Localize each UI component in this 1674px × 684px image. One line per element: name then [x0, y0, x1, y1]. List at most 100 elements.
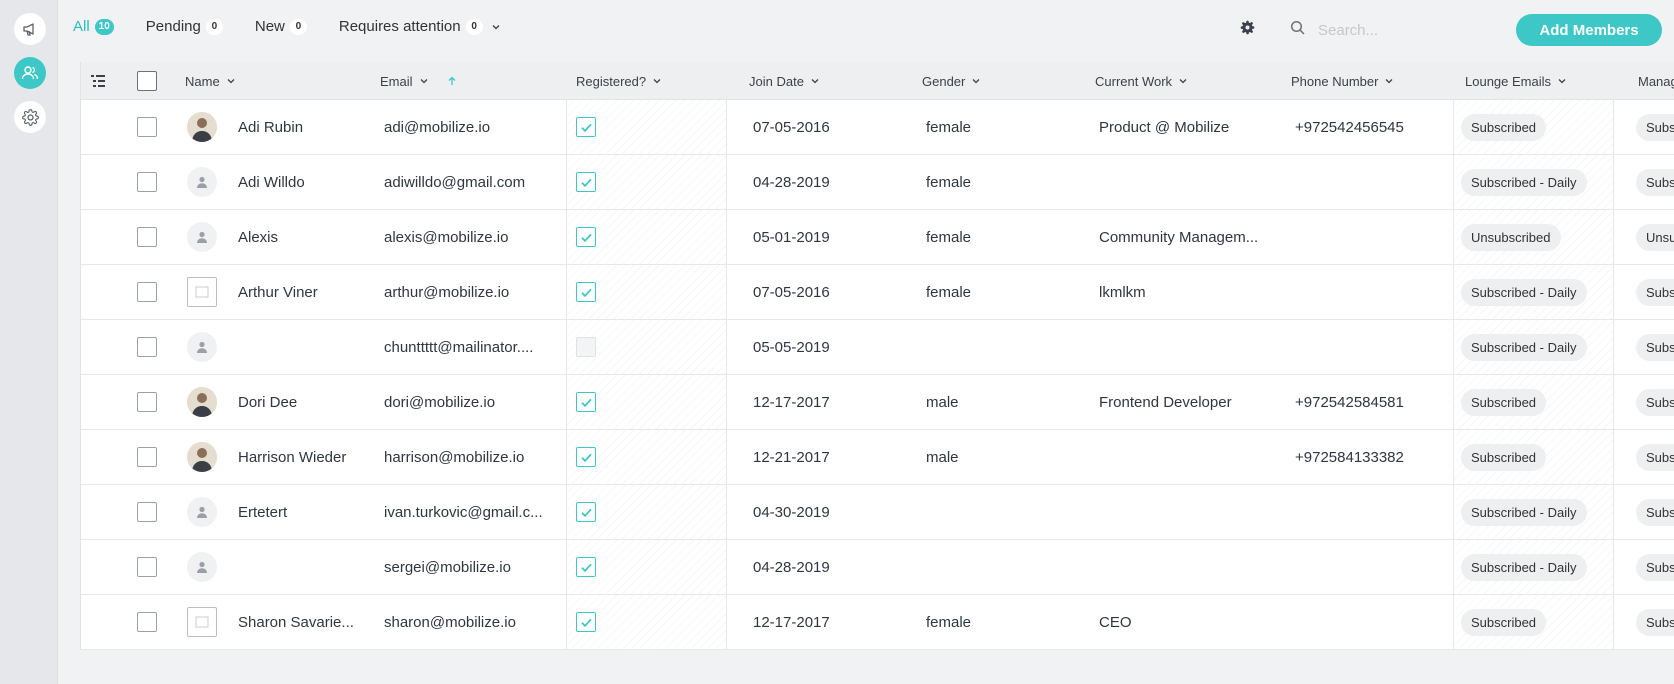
cell-lounge-emails: Subscribed - Daily [1461, 485, 1587, 539]
cell-name[interactable]: Sharon Savarie... [238, 613, 354, 631]
cell-email[interactable]: adi@mobilize.io [384, 118, 491, 136]
row-checkbox[interactable] [137, 557, 157, 577]
row-checkbox[interactable] [137, 392, 157, 412]
cell-email[interactable]: chunttttt@mailinator.... [384, 338, 534, 356]
filter-pending[interactable]: Pending 0 [146, 18, 223, 35]
column-header-name[interactable]: Name [185, 62, 236, 100]
cell-name[interactable]: Dori Dee [238, 393, 298, 411]
cell-phone [1295, 595, 1445, 649]
column-label: Lounge Emails [1465, 73, 1551, 89]
table-row[interactable]: Dori Dee dori@mobilize.io 12-17-2017 male Fr… [81, 375, 1674, 430]
column-header-email[interactable]: Email [380, 62, 457, 100]
table-row[interactable]: Ertetert ivan.turkovic@gmail.c... 04-30-20… [81, 485, 1674, 540]
row-checkbox[interactable] [137, 502, 157, 522]
avatar[interactable] [187, 112, 217, 142]
cell-work: Community Managem... [1099, 228, 1259, 246]
lounge-status-badge[interactable]: Subscribed [1461, 443, 1547, 471]
row-checkbox[interactable] [137, 227, 157, 247]
cell-name[interactable]: Adi Rubin [238, 118, 304, 136]
avatar[interactable] [187, 277, 217, 307]
lounge-status-badge[interactable]: Subscribed - Daily [1461, 168, 1587, 196]
avatar[interactable] [187, 442, 217, 472]
table-row[interactable]: Adi Willdo adiwilldo@gmail.com 04-28-2019 f… [81, 155, 1674, 210]
chevron-down-icon[interactable] [491, 22, 501, 32]
cell-email[interactable]: ivan.turkovic@gmail.c... [384, 503, 543, 521]
cell-email[interactable]: sergei@mobilize.io [384, 558, 511, 576]
manage-status-badge[interactable]: Subs [1636, 443, 1674, 471]
lounge-status-badge[interactable]: Subscribed - Daily [1461, 333, 1587, 361]
avatar[interactable] [187, 607, 217, 637]
manage-status-badge[interactable]: Subs [1636, 498, 1674, 526]
table-row[interactable]: Harrison Wieder harrison@mobilize.io 12-21… [81, 430, 1674, 485]
column-header-registered[interactable]: Registered? [576, 62, 662, 100]
lounge-status-badge[interactable]: Subscribed [1461, 388, 1547, 416]
filter-new[interactable]: New 0 [255, 18, 307, 35]
cell-name[interactable]: Arthur Viner [238, 283, 318, 301]
cell-email[interactable]: sharon@mobilize.io [384, 613, 516, 631]
table-row[interactable]: Alexis alexis@mobilize.io 05-01-2019 female… [81, 210, 1674, 265]
add-members-button[interactable]: Add Members [1516, 14, 1662, 46]
row-checkbox[interactable] [137, 117, 157, 137]
settings-icon[interactable] [14, 101, 46, 133]
row-checkbox[interactable] [137, 337, 157, 357]
column-header-gender[interactable]: Gender [922, 62, 981, 100]
avatar[interactable] [187, 222, 217, 252]
cell-email[interactable]: arthur@mobilize.io [384, 283, 510, 301]
lounge-status-badge[interactable]: Subscribed - Daily [1461, 498, 1587, 526]
manage-status-badge[interactable]: Unsu [1636, 223, 1674, 251]
table-row[interactable]: chunttttt@mailinator.... 05-05-2019 Subscr… [81, 320, 1674, 375]
select-all-checkbox[interactable] [137, 62, 157, 100]
column-header-current-work[interactable]: Current Work [1095, 62, 1188, 100]
avatar[interactable] [187, 332, 217, 362]
cell-gender: female [926, 173, 972, 191]
manage-status-badge[interactable]: Subs [1636, 278, 1674, 306]
avatar[interactable] [187, 552, 217, 582]
table-row[interactable]: Sharon Savarie... sharon@mobilize.io 12-17… [81, 595, 1674, 650]
table-row[interactable]: Arthur Viner arthur@mobilize.io 07-05-2016… [81, 265, 1674, 320]
filter-all[interactable]: All 10 [73, 18, 114, 35]
cell-name[interactable]: Ertetert [238, 503, 288, 521]
avatar[interactable] [187, 167, 217, 197]
members-icon[interactable] [14, 57, 46, 89]
gear-icon[interactable] [1240, 20, 1258, 38]
manage-status-badge[interactable]: Subs [1636, 113, 1674, 141]
list-view-icon[interactable] [91, 62, 105, 100]
cell-email[interactable]: harrison@mobilize.io [384, 448, 525, 466]
lounge-status-badge[interactable]: Subscribed - Daily [1461, 278, 1587, 306]
row-checkbox[interactable] [137, 447, 157, 467]
cell-email[interactable]: alexis@mobilize.io [384, 228, 509, 246]
cell-name[interactable]: Adi Willdo [238, 173, 305, 191]
cell-email[interactable]: adiwilldo@gmail.com [384, 173, 526, 191]
search-input[interactable] [1318, 21, 1518, 39]
lounge-status-badge[interactable]: Subscribed - Daily [1461, 553, 1587, 581]
manage-status-badge[interactable]: Subs [1636, 608, 1674, 636]
column-header-manage[interactable]: Manag [1638, 62, 1674, 100]
manage-status-badge[interactable]: Subs [1636, 333, 1674, 361]
manage-status-badge[interactable]: Subs [1636, 168, 1674, 196]
table-row[interactable]: sergei@mobilize.io 04-28-2019 Subscribed -… [81, 540, 1674, 595]
filter-requires-attention[interactable]: Requires attention 0 [339, 18, 501, 35]
manage-status-badge[interactable]: Subs [1636, 553, 1674, 581]
cell-name[interactable] [238, 540, 363, 594]
lounge-status-badge[interactable]: Subscribed [1461, 113, 1547, 141]
megaphone-icon[interactable] [14, 13, 46, 45]
row-checkbox[interactable] [137, 282, 157, 302]
cell-gender: male [926, 393, 959, 411]
cell-name[interactable]: Harrison Wieder [238, 448, 347, 466]
cell-name[interactable]: Alexis [238, 228, 279, 246]
cell-name[interactable] [238, 320, 363, 374]
table-row[interactable]: Adi Rubin adi@mobilize.io 07-05-2016 female… [81, 100, 1674, 155]
lounge-status-badge[interactable]: Unsubscribed [1461, 223, 1561, 251]
cell-work: Frontend Developer [1099, 393, 1232, 411]
row-checkbox[interactable] [137, 612, 157, 632]
avatar[interactable] [187, 497, 217, 527]
column-header-phone-number[interactable]: Phone Number [1291, 62, 1394, 100]
lounge-status-badge[interactable]: Subscribed [1461, 608, 1547, 636]
cell-email[interactable]: dori@mobilize.io [384, 393, 496, 411]
column-header-join-date[interactable]: Join Date [749, 62, 820, 100]
row-checkbox[interactable] [137, 172, 157, 192]
column-header-lounge-emails[interactable]: Lounge Emails [1465, 62, 1567, 100]
row-checkbox-cell [137, 155, 157, 209]
avatar[interactable] [187, 387, 217, 417]
manage-status-badge[interactable]: Subs [1636, 388, 1674, 416]
